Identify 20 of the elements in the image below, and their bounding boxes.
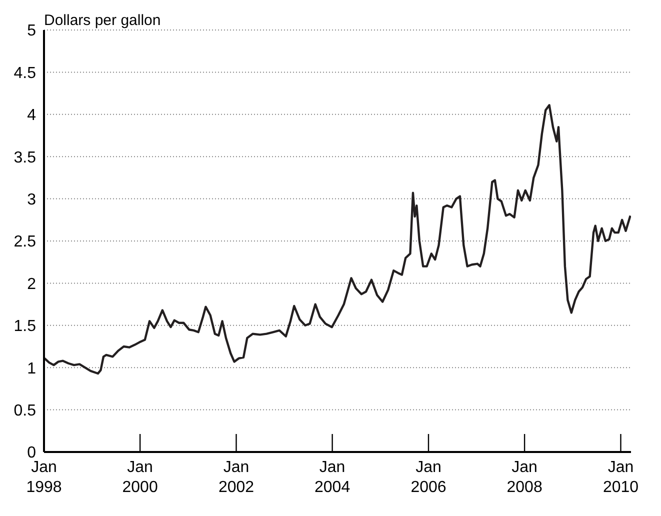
- y-tick-label: 1: [27, 360, 36, 378]
- x-tick-label: Jan 1998: [26, 459, 62, 496]
- y-tick-label: 3: [27, 191, 36, 208]
- y-tick-label: 0.5: [14, 402, 36, 420]
- x-tick-label: Jan 2008: [506, 459, 542, 496]
- y-axis-title: Dollars per gallon: [44, 12, 161, 29]
- line-series: [44, 104, 631, 375]
- x-tick-label: Jan 2006: [410, 459, 446, 496]
- x-tick-label: Jan 2002: [218, 459, 254, 496]
- x-tick-label: Jan 2000: [122, 459, 158, 496]
- x-tick-label: Jan 2010: [602, 459, 639, 496]
- y-tick-label: 5: [27, 22, 36, 40]
- y-tick-label: 3.5: [14, 149, 36, 166]
- y-tick-label: 4: [27, 107, 36, 124]
- y-tick-label: 0: [27, 444, 36, 462]
- y-tick-label: 1.5: [14, 318, 36, 336]
- y-tick-label: 2: [27, 276, 36, 293]
- y-tick-label: 4.5: [14, 64, 36, 82]
- x-tick-label: Jan 2004: [314, 459, 350, 496]
- y-tick-label: 2.5: [14, 234, 36, 251]
